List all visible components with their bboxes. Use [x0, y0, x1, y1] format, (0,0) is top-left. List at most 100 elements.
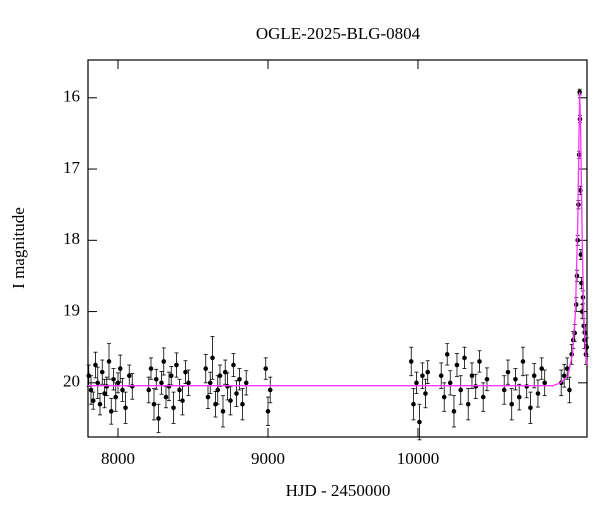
data-point [171, 405, 176, 411]
data-point [161, 359, 167, 364]
data-point [177, 387, 182, 393]
data-point [234, 391, 239, 396]
data-point [104, 384, 110, 389]
data-point [531, 373, 537, 379]
data-point [210, 355, 215, 361]
data-point [106, 359, 112, 364]
data-point [228, 398, 233, 403]
data-point [451, 409, 457, 414]
data-point [90, 398, 96, 403]
data-point [183, 369, 188, 375]
x-tick-label: 8000 [101, 449, 135, 468]
data-point [213, 401, 218, 407]
data-point [240, 401, 245, 407]
data-point [480, 394, 486, 400]
data-point [425, 369, 431, 375]
data-point [159, 380, 164, 386]
data-point [265, 409, 271, 414]
data-point [542, 380, 548, 386]
data-point [417, 419, 422, 425]
data-point [180, 398, 185, 403]
data-point [113, 394, 119, 400]
data-point [156, 416, 161, 421]
data-point [186, 380, 191, 386]
data-point [99, 369, 105, 375]
data-point [414, 380, 419, 386]
data-point [237, 376, 242, 382]
data-point [207, 380, 213, 386]
x-tick-label: 9000 [251, 449, 285, 468]
data-point [441, 394, 447, 400]
data-point [111, 376, 116, 382]
y-tick-label: 16 [63, 87, 80, 106]
x-tick-label: 10000 [397, 449, 440, 468]
y-tick-label: 19 [63, 300, 80, 319]
data-point [567, 387, 572, 393]
data-point [86, 373, 92, 379]
data-point [520, 359, 526, 364]
data-point [484, 376, 490, 382]
data-point [528, 405, 533, 411]
data-point [203, 366, 209, 371]
data-point [222, 369, 228, 375]
data-point [535, 391, 541, 396]
data-point [243, 380, 249, 386]
data-point [465, 401, 471, 407]
data-point [148, 366, 154, 371]
data-point [420, 373, 425, 379]
data-point [564, 366, 570, 371]
data-point [108, 409, 114, 414]
data-point [411, 401, 416, 407]
data-point [408, 359, 414, 364]
data-point [267, 387, 273, 393]
data-point [561, 373, 567, 379]
y-tick-label: 20 [63, 372, 80, 391]
data-point [97, 401, 103, 407]
data-point [263, 366, 269, 371]
data-point [509, 401, 515, 407]
data-point [117, 366, 123, 371]
data-point [469, 373, 475, 379]
model-curve [88, 92, 588, 387]
x-axis-label: HJD - 2450000 [286, 481, 391, 500]
data-point [88, 387, 94, 393]
data-point [120, 387, 125, 393]
y-axis-label: I magnitude [9, 207, 28, 289]
data-point [174, 362, 179, 368]
y-tick-label: 18 [63, 229, 80, 248]
data-point [231, 362, 236, 368]
data-point [462, 355, 467, 361]
data-point [217, 373, 223, 379]
plot-frame [87, 59, 588, 438]
data-point [454, 362, 460, 368]
data-point [153, 376, 159, 382]
data-point [163, 394, 169, 400]
data-point [115, 380, 121, 386]
data-point [501, 387, 507, 393]
data-point [151, 401, 157, 407]
data-point [205, 394, 211, 400]
data-point [423, 391, 428, 396]
data-point [102, 391, 107, 396]
data-point [516, 394, 522, 400]
y-tick-label: 17 [63, 158, 81, 177]
data-point [220, 409, 226, 414]
data-point [95, 380, 101, 386]
data-point [447, 380, 453, 386]
data-point [126, 373, 132, 379]
data-point [505, 369, 511, 375]
data-point [215, 387, 221, 393]
data-point [477, 359, 482, 364]
data-point [129, 384, 135, 389]
data-point [444, 352, 450, 357]
data-point [123, 405, 128, 411]
data-point [146, 387, 152, 393]
data-point [93, 362, 98, 368]
data-point [524, 384, 530, 389]
data-point [513, 376, 518, 382]
chart-title: OGLE-2025-BLG-0804 [256, 24, 421, 43]
data-point [473, 384, 479, 389]
data-point [168, 373, 174, 379]
